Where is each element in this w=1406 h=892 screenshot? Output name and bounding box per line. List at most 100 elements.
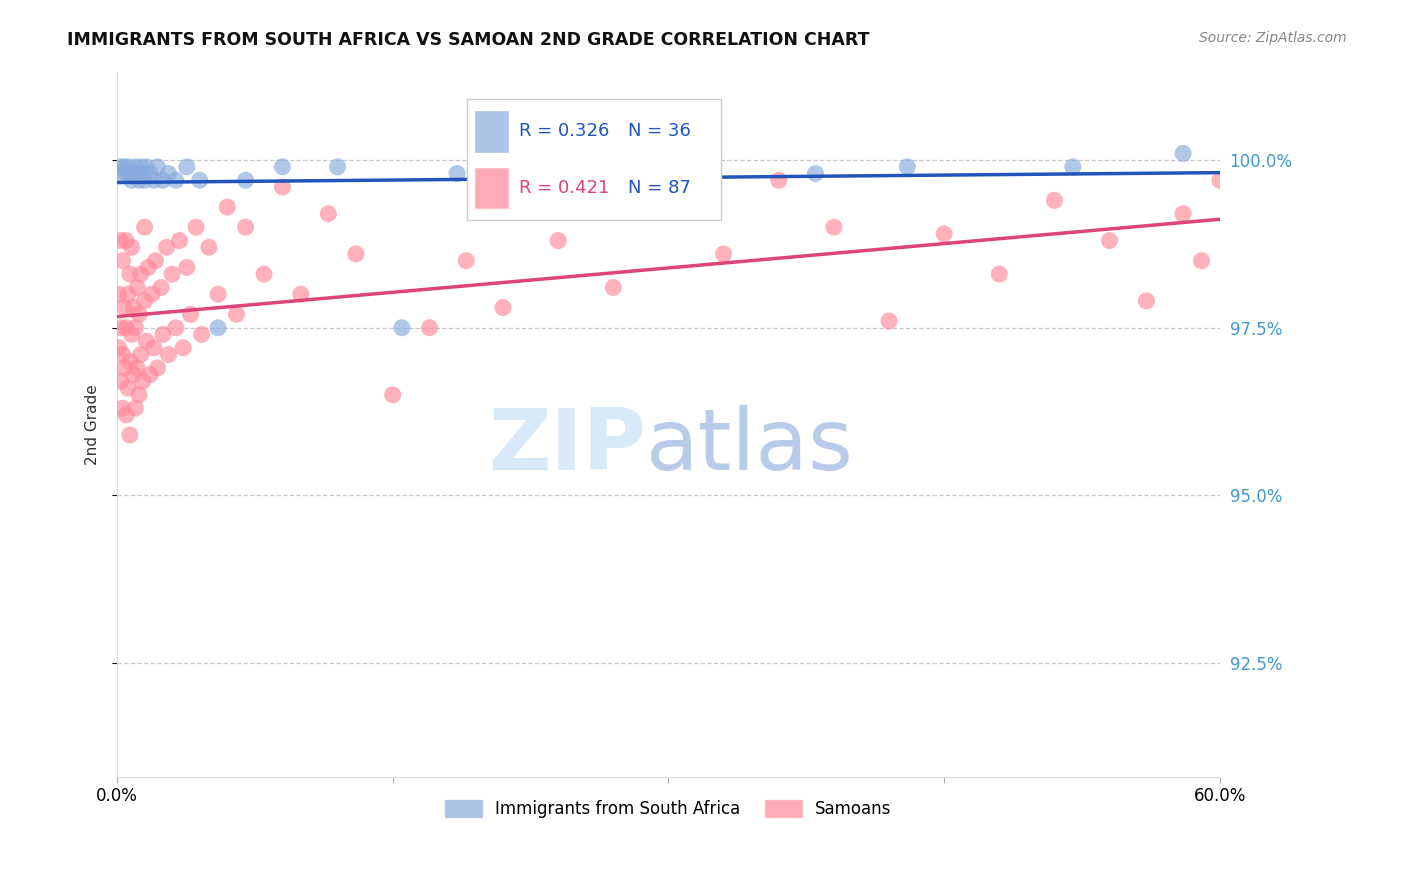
Samoans: [115, 408, 138, 422]
Immigrants from South Africa: [110, 160, 132, 174]
Immigrants from South Africa: [112, 160, 135, 174]
Samoans: [225, 307, 247, 321]
Samoans: [115, 320, 138, 334]
Samoans: [110, 234, 132, 248]
Immigrants from South Africa: [176, 160, 198, 174]
Immigrants from South Africa: [1171, 146, 1194, 161]
Samoans: [235, 220, 257, 235]
Samoans: [823, 220, 845, 235]
Samoans: [150, 280, 173, 294]
Samoans: [1319, 227, 1341, 241]
Immigrants from South Africa: [446, 167, 468, 181]
Immigrants from South Africa: [391, 320, 413, 334]
Samoans: [112, 360, 135, 375]
Samoans: [128, 388, 150, 402]
Samoans: [118, 354, 141, 368]
Samoans: [129, 267, 152, 281]
Samoans: [713, 247, 735, 261]
Samoans: [142, 341, 165, 355]
Samoans: [318, 207, 340, 221]
Samoans: [157, 347, 180, 361]
Immigrants from South Africa: [165, 173, 187, 187]
Text: IMMIGRANTS FROM SOUTH AFRICA VS SAMOAN 2ND GRADE CORRELATION CHART: IMMIGRANTS FROM SOUTH AFRICA VS SAMOAN 2…: [67, 31, 870, 49]
Legend: Immigrants from South Africa, Samoans: Immigrants from South Africa, Samoans: [439, 793, 898, 825]
Immigrants from South Africa: [134, 173, 156, 187]
Samoans: [146, 360, 169, 375]
Samoans: [110, 375, 132, 389]
Immigrants from South Africa: [121, 173, 143, 187]
Samoans: [1135, 293, 1157, 308]
Samoans: [456, 253, 478, 268]
Samoans: [118, 428, 141, 442]
Immigrants from South Africa: [804, 167, 827, 181]
Samoans: [121, 327, 143, 342]
Samoans: [988, 267, 1011, 281]
Samoans: [1355, 200, 1378, 214]
Samoans: [602, 280, 624, 294]
Samoans: [1392, 167, 1406, 181]
Samoans: [121, 240, 143, 254]
Samoans: [184, 220, 207, 235]
Samoans: [1209, 173, 1232, 187]
Samoans: [253, 267, 276, 281]
Samoans: [131, 375, 153, 389]
Immigrants from South Africa: [152, 173, 174, 187]
Samoans: [198, 240, 221, 254]
Text: atlas: atlas: [647, 405, 855, 488]
Samoans: [207, 287, 229, 301]
Samoans: [122, 368, 145, 382]
Immigrants from South Africa: [146, 160, 169, 174]
Immigrants from South Africa: [135, 160, 157, 174]
Samoans: [124, 320, 146, 334]
Samoans: [141, 287, 163, 301]
Samoans: [111, 401, 134, 416]
Y-axis label: 2nd Grade: 2nd Grade: [86, 384, 100, 466]
Samoans: [112, 301, 135, 315]
Samoans: [127, 360, 149, 375]
Samoans: [145, 253, 167, 268]
Samoans: [110, 320, 132, 334]
Samoans: [344, 247, 367, 261]
Samoans: [124, 401, 146, 416]
Samoans: [1098, 234, 1121, 248]
Immigrants from South Africa: [188, 173, 211, 187]
Immigrants from South Africa: [896, 160, 918, 174]
Immigrants from South Africa: [115, 167, 138, 181]
Samoans: [122, 301, 145, 315]
Samoans: [1171, 207, 1194, 221]
Immigrants from South Africa: [128, 173, 150, 187]
Text: Source: ZipAtlas.com: Source: ZipAtlas.com: [1199, 31, 1347, 45]
Samoans: [134, 293, 156, 308]
Samoans: [139, 368, 162, 382]
Immigrants from South Africa: [602, 167, 624, 181]
Samoans: [1246, 260, 1268, 275]
Immigrants from South Africa: [207, 320, 229, 334]
Samoans: [128, 307, 150, 321]
Samoans: [1227, 220, 1250, 235]
Samoans: [657, 200, 679, 214]
Samoans: [107, 341, 129, 355]
Samoans: [217, 200, 239, 214]
Samoans: [160, 267, 183, 281]
Immigrants from South Africa: [235, 173, 257, 187]
Samoans: [877, 314, 900, 328]
Samoans: [115, 234, 138, 248]
Text: ZIP: ZIP: [489, 405, 647, 488]
Immigrants from South Africa: [1062, 160, 1084, 174]
Samoans: [136, 260, 159, 275]
Immigrants from South Africa: [117, 160, 139, 174]
Samoans: [934, 227, 956, 241]
Samoans: [179, 307, 201, 321]
Samoans: [117, 381, 139, 395]
Samoans: [768, 173, 790, 187]
Immigrants from South Africa: [118, 167, 141, 181]
Immigrants from South Africa: [127, 167, 149, 181]
Immigrants from South Africa: [326, 160, 349, 174]
Samoans: [290, 287, 312, 301]
Samoans: [1043, 194, 1066, 208]
Samoans: [107, 287, 129, 301]
Samoans: [111, 347, 134, 361]
Samoans: [134, 220, 156, 235]
Immigrants from South Africa: [129, 160, 152, 174]
Immigrants from South Africa: [271, 160, 294, 174]
